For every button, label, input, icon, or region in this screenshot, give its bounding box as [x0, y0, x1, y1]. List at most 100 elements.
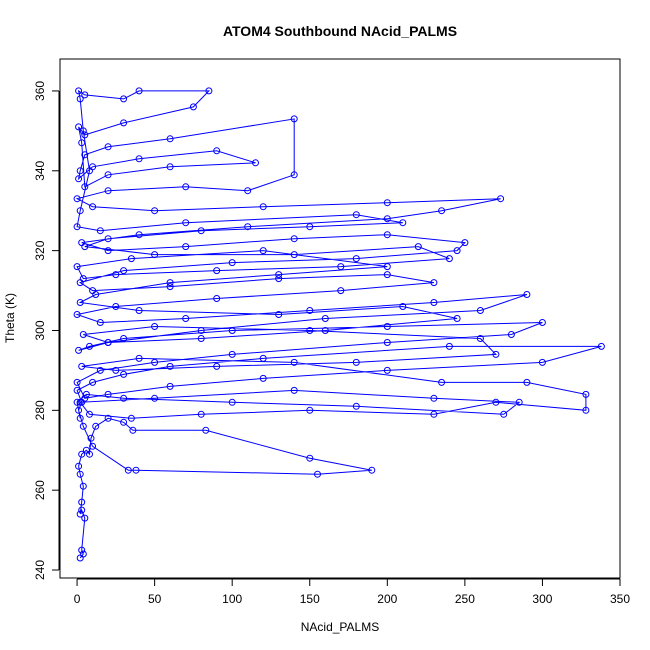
data-point — [166, 163, 174, 171]
data-point — [89, 378, 97, 386]
data-point — [197, 227, 205, 235]
data-point — [82, 390, 90, 398]
data-point — [78, 506, 86, 514]
data-point — [492, 398, 500, 406]
y-tick-label: 320 — [33, 240, 47, 260]
data-point — [104, 187, 112, 195]
data-point — [127, 255, 135, 263]
y-axis: 240 260 280 300 320 340 360 — [33, 81, 60, 580]
data-point — [205, 87, 213, 95]
data-point — [337, 263, 345, 271]
plot-frame — [59, 58, 621, 579]
data-point — [182, 243, 190, 251]
x-tick-label: 300 — [532, 592, 552, 606]
data-point — [78, 450, 86, 458]
x-tick-label: 250 — [455, 592, 475, 606]
data-point — [197, 335, 205, 342]
data-point — [73, 263, 81, 271]
data-point — [202, 426, 210, 434]
data-point — [259, 354, 267, 362]
data-point — [306, 454, 314, 462]
x-tick-label: 150 — [300, 592, 320, 606]
data-point — [189, 103, 197, 111]
data-point — [492, 350, 500, 358]
series-line — [75, 89, 602, 559]
data-point — [78, 546, 86, 554]
data-point — [75, 123, 83, 131]
data-point — [306, 223, 314, 231]
y-tick-label: 340 — [33, 160, 47, 180]
data-point — [78, 498, 86, 506]
data-point — [73, 195, 81, 203]
data-point — [321, 327, 329, 334]
data-point — [120, 119, 128, 127]
data-point — [129, 426, 137, 434]
data-point — [383, 366, 391, 374]
data-point — [414, 243, 422, 251]
y-tick-label: 360 — [33, 81, 47, 101]
data-point — [120, 394, 128, 402]
data-point — [228, 327, 236, 334]
data-point — [197, 327, 205, 334]
data-point — [135, 231, 143, 239]
data-point — [166, 283, 174, 291]
data-point — [430, 299, 438, 306]
x-tick-label: 50 — [148, 592, 162, 606]
data-point — [96, 366, 104, 374]
data-point — [76, 95, 84, 103]
data-point — [151, 251, 159, 259]
data-point — [438, 207, 446, 215]
data-point — [73, 386, 81, 394]
data-point — [290, 386, 298, 394]
data-point — [112, 271, 120, 279]
data-point — [259, 247, 267, 255]
data-point — [79, 482, 87, 490]
data-point — [89, 442, 97, 450]
data-point — [73, 398, 81, 406]
x-axis: 0 50 100 150 200 250 300 350 — [74, 578, 630, 606]
data-point — [453, 247, 461, 255]
data-point — [306, 327, 314, 334]
data-point — [476, 307, 484, 314]
data-point — [79, 550, 87, 558]
data-point — [79, 127, 87, 135]
data-point — [166, 382, 174, 390]
x-axis-label: NAcid_PALMS — [301, 620, 379, 634]
data-point — [352, 402, 360, 410]
data-point — [81, 243, 89, 251]
data-point — [228, 398, 236, 406]
data-point — [92, 422, 100, 430]
data-point — [399, 219, 407, 227]
chart-title: ATOM4 Southbound NAcid_PALMS — [223, 23, 457, 39]
data-point — [135, 87, 143, 95]
data-point — [104, 339, 112, 346]
x-tick-label: 0 — [74, 592, 81, 606]
data-point — [81, 91, 89, 99]
data-point — [86, 450, 93, 458]
data-point — [104, 247, 112, 255]
data-point — [523, 378, 531, 386]
data-point — [104, 171, 112, 179]
data-point — [321, 315, 329, 322]
data-point — [290, 115, 298, 123]
data-point — [515, 398, 523, 406]
data-point — [507, 331, 515, 338]
data-point — [120, 267, 128, 275]
data-point — [151, 358, 159, 366]
data-point — [352, 211, 360, 219]
data-point — [124, 466, 132, 474]
data-point — [73, 311, 81, 318]
data-point — [383, 215, 391, 223]
data-point — [259, 203, 267, 211]
data-point — [86, 410, 93, 418]
data-point — [538, 358, 546, 366]
data-point — [445, 342, 453, 350]
data-point — [197, 410, 205, 418]
data-point — [383, 263, 391, 271]
data-point — [228, 259, 236, 267]
data-point — [445, 255, 453, 263]
data-point — [96, 227, 104, 235]
data-point — [151, 207, 159, 215]
data-point — [314, 470, 321, 478]
